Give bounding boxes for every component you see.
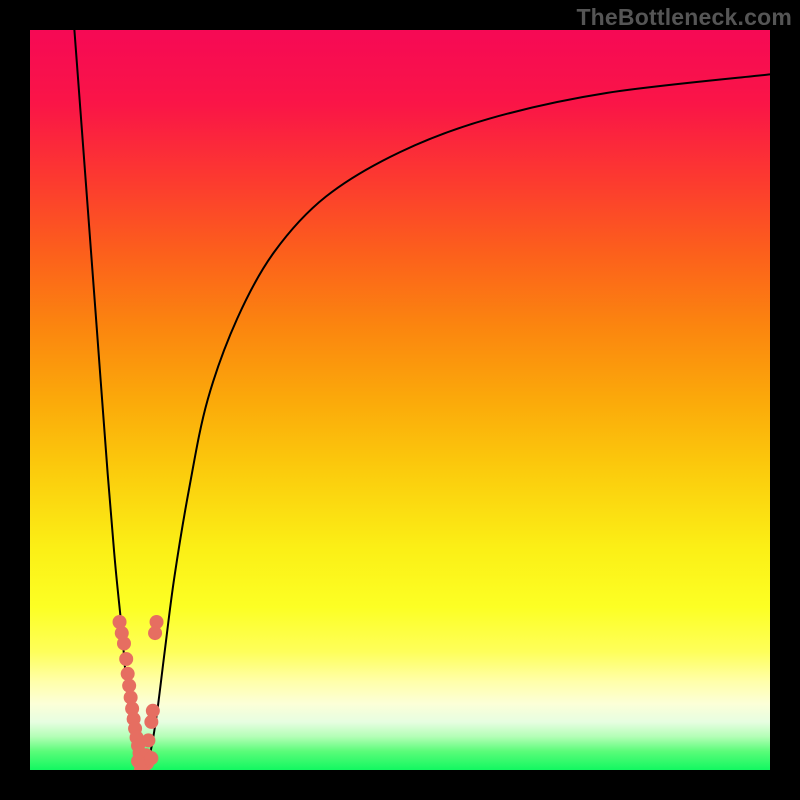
watermark-label: TheBottleneck.com <box>576 4 792 31</box>
plot-svg <box>30 30 770 770</box>
plot-area <box>30 30 770 770</box>
chart-frame: TheBottleneck.com <box>0 0 800 800</box>
